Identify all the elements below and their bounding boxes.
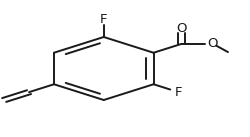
Text: F: F [100, 13, 108, 26]
Text: O: O [208, 37, 218, 50]
Text: O: O [176, 22, 187, 35]
Text: F: F [175, 86, 182, 99]
